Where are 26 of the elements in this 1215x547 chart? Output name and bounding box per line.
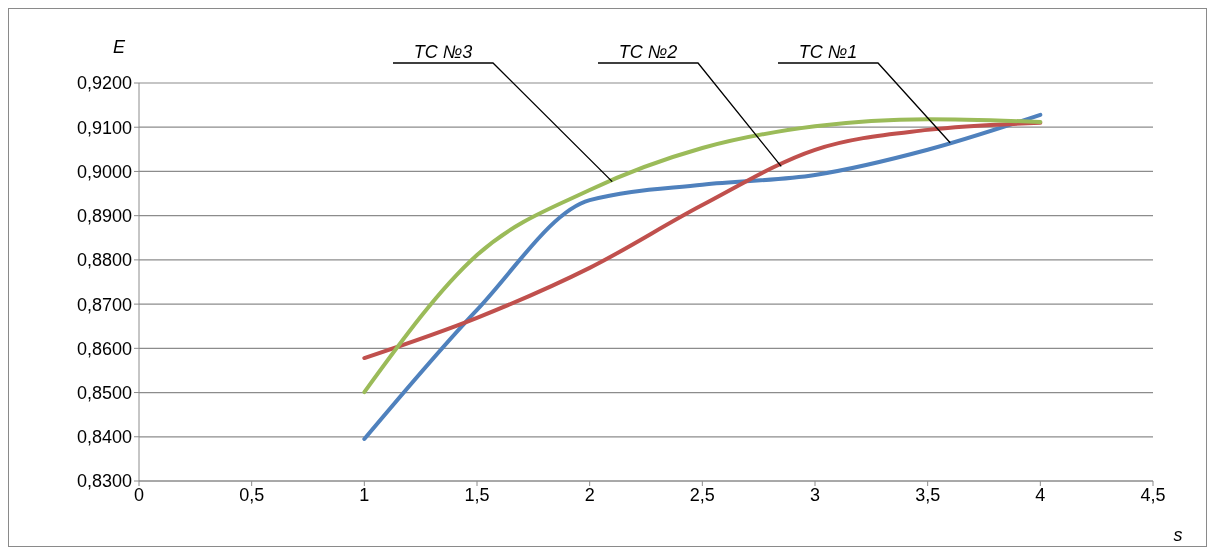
x-tick-label: 4 bbox=[1035, 484, 1046, 505]
y-tick-label: 0,8900 bbox=[76, 206, 132, 227]
y-tick-label: 0,9000 bbox=[76, 161, 132, 182]
y-tick-label: 0,9100 bbox=[76, 117, 132, 138]
x-tick-label: 4,5 bbox=[1140, 484, 1166, 505]
x-tick-label: 3,5 bbox=[915, 484, 941, 505]
text: TC №2 bbox=[618, 42, 678, 62]
y-tick-label: 0,8400 bbox=[76, 427, 132, 448]
x-tick-label: 2 bbox=[584, 484, 595, 505]
x-tick-label: 0,5 bbox=[239, 484, 265, 505]
x-tick-label: 1,5 bbox=[464, 484, 490, 505]
text: TC №1 bbox=[798, 42, 858, 62]
y-tick-label: 0,8300 bbox=[76, 471, 132, 492]
x-tick-label: 3 bbox=[809, 484, 821, 505]
y-axis-title: E bbox=[112, 37, 126, 57]
text: TC №3 bbox=[413, 42, 473, 62]
y-tick-label: 0,9200 bbox=[76, 73, 132, 94]
line-series bbox=[362, 112, 1043, 441]
x-tick-label: 0 bbox=[133, 484, 145, 505]
y-tick-label: 0,8600 bbox=[76, 338, 132, 359]
x-tick-label: 1 bbox=[359, 484, 370, 505]
x-tick-label: 2,5 bbox=[689, 484, 715, 505]
y-tick-label: 0,8700 bbox=[76, 294, 132, 315]
x-axis-title: s bbox=[1173, 525, 1183, 545]
y-tick-label: 0,8800 bbox=[76, 250, 132, 271]
y-tick-label: 0,8500 bbox=[76, 382, 132, 403]
